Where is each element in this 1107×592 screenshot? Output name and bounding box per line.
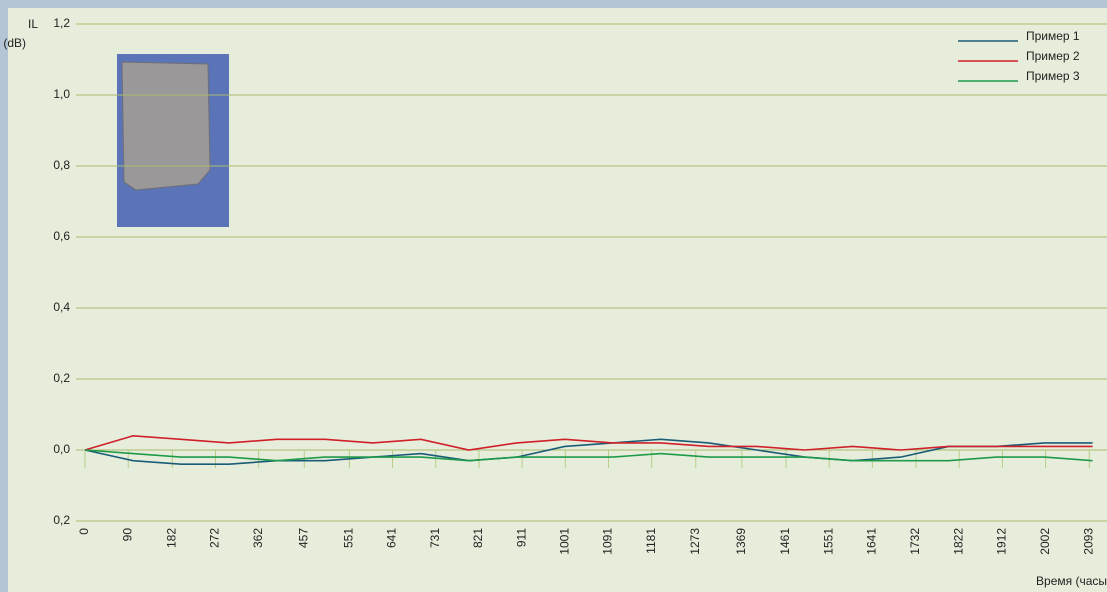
- x-tick-label: 182: [164, 528, 178, 548]
- y-axis-label: (dB): [3, 36, 26, 50]
- x-tick-label: 1732: [908, 528, 922, 555]
- x-tick-label: 1001: [557, 528, 571, 555]
- y-tick-label: 1,2: [53, 16, 70, 30]
- x-tick-label: 1912: [995, 528, 1009, 555]
- series-line: [84, 434, 1093, 451]
- legend-label: Пример 3: [1026, 69, 1080, 83]
- x-tick-label: 1181: [644, 528, 658, 554]
- y-tick-label: 0,6: [53, 229, 70, 243]
- legend-label: Пример 2: [1026, 49, 1080, 63]
- y-tick-label: 0,0: [53, 442, 70, 456]
- y-tick-label: 0,4: [53, 300, 70, 314]
- y-tick-label: 0,2: [53, 371, 70, 385]
- x-tick-label: 90: [120, 528, 134, 542]
- x-tick-label: 1369: [734, 528, 748, 555]
- x-tick-label: 641: [385, 528, 399, 548]
- x-tick-label: 731: [428, 528, 442, 548]
- legend-label: Пример 1: [1026, 29, 1080, 43]
- series-line: [84, 449, 1093, 462]
- x-tick-label: 2093: [1081, 528, 1095, 555]
- x-tick-label: 1641: [865, 528, 879, 555]
- x-tick-label: 2002: [1038, 528, 1052, 555]
- x-tick-label: 1822: [951, 528, 965, 555]
- x-tick-label: 457: [296, 528, 310, 548]
- photo: [117, 54, 229, 227]
- x-axis-label: Время (часы: [1036, 574, 1107, 588]
- x-tick-label: 1091: [601, 528, 615, 555]
- x-tick-label: 0: [77, 528, 91, 535]
- y-axis-label: IL: [28, 17, 38, 31]
- x-tick-label: 1273: [688, 528, 702, 555]
- x-tick-label: 551: [342, 528, 356, 548]
- y-tick-label: 0,2: [53, 513, 70, 527]
- x-tick-label: 911: [514, 528, 528, 547]
- x-tick-label: 821: [471, 528, 485, 548]
- x-tick-label: 1551: [821, 528, 835, 555]
- x-tick-label: 362: [251, 528, 265, 548]
- x-tick-label: 1461: [778, 528, 792, 555]
- y-tick-label: 0,8: [53, 158, 70, 172]
- y-tick-label: 1,0: [53, 87, 70, 101]
- x-tick-label: 272: [208, 528, 222, 548]
- series-line: [84, 438, 1093, 466]
